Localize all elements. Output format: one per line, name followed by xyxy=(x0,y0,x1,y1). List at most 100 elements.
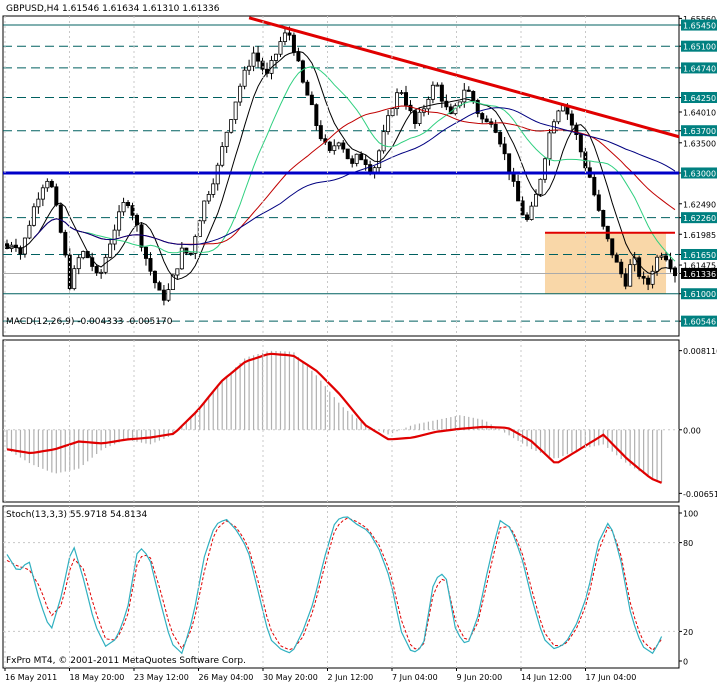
candle-body xyxy=(152,270,157,284)
candle-body xyxy=(63,231,68,256)
candle-body xyxy=(435,84,440,87)
candle-body xyxy=(623,273,628,287)
price-label-box xyxy=(681,92,717,104)
price-tick-label: 1.63700 xyxy=(683,127,716,136)
candle-body xyxy=(31,206,36,226)
candle-body xyxy=(408,104,413,112)
candle-body xyxy=(471,91,476,101)
price-label-box xyxy=(681,19,717,31)
candle-body xyxy=(529,205,534,220)
candle-body xyxy=(273,53,278,61)
candle-body xyxy=(81,251,86,259)
price-tick-label: 1.64740 xyxy=(683,64,716,73)
candle-body xyxy=(148,258,153,272)
candle-body xyxy=(242,69,247,87)
candle-body xyxy=(619,261,624,275)
candle-body xyxy=(40,187,45,200)
candle-body xyxy=(305,81,310,96)
candle-body xyxy=(126,202,131,207)
candle-body xyxy=(300,60,305,83)
time-tick-label: 2 Jun 12:00 xyxy=(328,673,374,682)
candle-body xyxy=(507,153,512,175)
candle-body xyxy=(130,205,135,216)
candle-body xyxy=(668,259,673,269)
candle-body xyxy=(350,158,355,164)
price-tick-label: 1.64250 xyxy=(683,94,716,103)
price-label-box xyxy=(681,40,717,52)
candle-body xyxy=(516,181,521,202)
macd-frame xyxy=(2,339,680,503)
time-tick-label: 17 Jun 04:00 xyxy=(586,673,637,682)
price-tick-label: 1.65100 xyxy=(683,43,716,52)
candle-body xyxy=(430,84,435,100)
candle-body xyxy=(309,94,314,106)
candle-body xyxy=(466,89,471,92)
candle-body xyxy=(143,246,148,259)
candle-body xyxy=(592,176,597,196)
candle-body xyxy=(291,34,296,53)
footer-copyright: FxPro MT4, © 2001-2011 MetaQuotes Softwa… xyxy=(6,656,246,666)
candle-body xyxy=(462,89,467,103)
candle-body xyxy=(188,252,193,255)
candle-body xyxy=(493,123,498,133)
time-tick-label: 26 May 04:00 xyxy=(199,673,254,682)
candle-body xyxy=(202,200,207,222)
price-tick-label: 1.61336 xyxy=(683,270,716,279)
candle-body xyxy=(314,104,319,126)
candle-body xyxy=(628,264,633,287)
candle-body xyxy=(103,256,108,273)
candle-body xyxy=(49,180,54,188)
candle-body xyxy=(664,255,669,261)
price-tick-label: 1.64010 xyxy=(683,109,716,118)
candle-body xyxy=(215,164,220,185)
candle-body xyxy=(659,255,664,258)
candle-body xyxy=(206,194,211,202)
candle-body xyxy=(332,145,337,151)
price-label-box xyxy=(681,288,717,300)
candle-body xyxy=(655,256,660,272)
candle-body xyxy=(54,186,59,206)
candle-body xyxy=(583,151,588,169)
price-tick-label: 1.60546 xyxy=(683,318,716,327)
candle-body xyxy=(139,224,144,248)
price-panel-title: GBPUSD,H4 1.61546 1.61634 1.61310 1.6133… xyxy=(6,4,220,14)
candle-body xyxy=(287,32,292,36)
candle-body xyxy=(166,289,171,301)
stochastic-panel[interactable]: 100 80 20 0 xyxy=(2,505,698,669)
candle-body xyxy=(112,229,117,245)
time-tick-label: 7 Jun 04:00 xyxy=(392,673,438,682)
candle-body xyxy=(45,180,50,189)
candle-body xyxy=(72,268,77,290)
candle-body xyxy=(121,202,126,213)
candle-body xyxy=(390,108,395,117)
candle-body xyxy=(444,100,449,108)
candle-body xyxy=(610,238,615,256)
candle-body xyxy=(386,115,391,133)
price-label-box xyxy=(681,267,717,279)
candle-body xyxy=(363,159,368,165)
candle-body xyxy=(58,204,63,233)
candle-body xyxy=(502,143,507,155)
price-tick-label: 1.62260 xyxy=(683,214,716,223)
candle-body xyxy=(377,150,382,169)
candle-body xyxy=(175,268,180,276)
stoch-tick-label: 80 xyxy=(683,539,693,548)
stoch-frame xyxy=(2,505,680,669)
candle-body xyxy=(354,153,359,164)
candle-body xyxy=(498,132,503,145)
price-tick-label: 1.65450 xyxy=(683,22,716,31)
candle-body xyxy=(170,274,175,290)
candle-body xyxy=(538,178,543,195)
candle-body xyxy=(381,131,386,152)
price-tick-label: 1.63000 xyxy=(683,169,716,178)
price-label-box xyxy=(681,125,717,137)
time-tick-label: 18 May 20:00 xyxy=(70,673,125,682)
candle-body xyxy=(238,85,243,103)
candle-body xyxy=(282,32,287,42)
time-tick-label: 9 Jun 20:00 xyxy=(457,673,503,682)
candle-body xyxy=(417,111,422,125)
